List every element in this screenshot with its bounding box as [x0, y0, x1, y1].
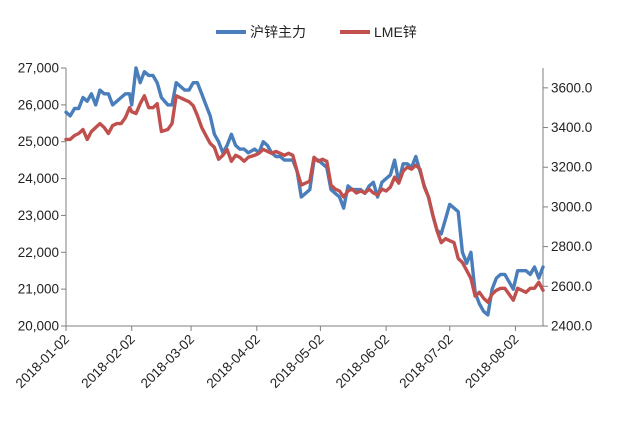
left-tick-label: 25,000 [18, 134, 59, 149]
x-tick-label: 2018-08-02 [462, 332, 521, 391]
x-tick-label: 2018-04-02 [203, 332, 262, 391]
left-tick-label: 20,000 [18, 319, 59, 334]
right-tick-label: 2400.0 [551, 319, 592, 334]
x-tick-label: 2018-01-02 [13, 332, 72, 391]
right-tick-label: 2800.0 [551, 239, 592, 254]
left-tick-label: 22,000 [18, 245, 59, 260]
legend: 沪锌主力 LME锌 [216, 24, 417, 40]
series-line-lme-zinc [64, 94, 545, 304]
left-tick-label: 23,000 [18, 208, 59, 223]
plot-area [64, 66, 545, 317]
right-axis-ticks: 2400.0 2600.0 2800.0 3000.0 3200.0 3400.0 3600… [543, 80, 592, 334]
legend-label-shfe-zinc: 沪锌主力 [250, 24, 306, 40]
x-tick-label: 2018-07-02 [396, 332, 455, 391]
right-tick-label: 3000.0 [551, 199, 592, 214]
x-tick-label: 2018-05-02 [267, 332, 326, 391]
legend-label-lme-zinc: LME锌 [374, 24, 417, 40]
right-tick-label: 3400.0 [551, 120, 592, 135]
left-tick-label: 24,000 [18, 171, 59, 186]
right-tick-label: 2600.0 [551, 279, 592, 294]
left-tick-label: 26,000 [18, 97, 59, 112]
x-axis-ticks: 2018-01-02 2018-02-02 2018-03-02 2018-04-02… [13, 326, 522, 391]
left-tick-label: 27,000 [18, 61, 59, 76]
series-line-shfe-zinc [64, 66, 545, 317]
left-axis-ticks: 20,000 21,000 22,000 23,000 24,000 25,000 26,0… [18, 61, 66, 334]
left-tick-label: 21,000 [18, 282, 59, 297]
x-tick-label: 2018-03-02 [138, 332, 197, 391]
right-tick-label: 3200.0 [551, 160, 592, 175]
x-tick-label: 2018-06-02 [333, 332, 392, 391]
x-tick-label: 2018-02-02 [78, 332, 137, 391]
right-tick-label: 3600.0 [551, 80, 592, 95]
